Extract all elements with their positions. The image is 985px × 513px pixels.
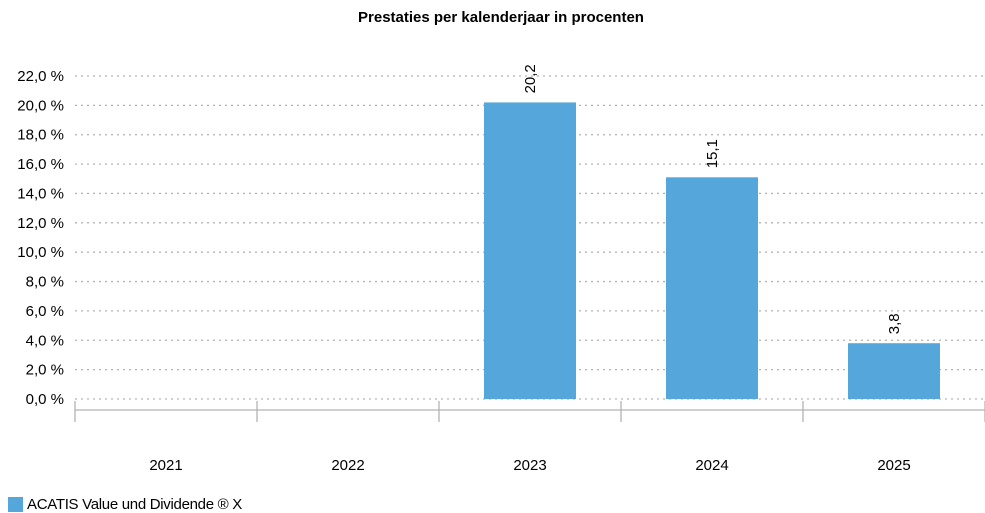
data-labels: 20,2 15,1 3,8 [522,64,903,334]
y-tick-label: 18,0 % [17,127,64,144]
y-tick-label: 14,0 % [17,185,64,202]
y-tick-label: 8,0 % [26,274,64,291]
x-axis-tick-labels: 2021 2022 2023 2024 2025 [149,457,910,474]
x-axis [74,401,985,422]
legend: ACATIS Value und Dividende ® X [8,496,242,513]
data-label: 15,1 [704,139,721,168]
y-tick-label: 4,0 % [26,332,64,349]
data-label: 3,8 [886,313,903,334]
bar [848,343,940,399]
x-tick-label: 2022 [331,457,364,474]
data-label: 20,2 [522,64,539,93]
legend-swatch [8,497,23,512]
bar [484,102,576,399]
x-tick-label: 2021 [149,457,182,474]
y-tick-label: 16,0 % [17,156,64,173]
chart-title: Prestaties per kalenderjaar in procenten [358,9,644,26]
y-tick-label: 0,0 % [26,391,64,408]
y-tick-label: 12,0 % [17,215,64,232]
x-tick-label: 2024 [695,457,728,474]
legend-label: ACATIS Value und Dividende ® X [27,496,242,513]
gridlines [75,75,985,400]
y-tick-label: 6,0 % [26,303,64,320]
y-axis-tick-labels: 0,0 % 2,0 % 4,0 % 6,0 % 8,0 % 10,0 % 12,0 % 14,… [17,68,64,408]
bars [484,102,940,399]
x-tick-label: 2023 [513,457,546,474]
y-tick-label: 2,0 % [26,362,64,379]
y-tick-label: 20,0 % [17,97,64,114]
y-tick-label: 10,0 % [17,244,64,261]
bar [666,177,758,399]
x-tick-label: 2025 [877,457,910,474]
y-tick-label: 22,0 % [17,68,64,85]
